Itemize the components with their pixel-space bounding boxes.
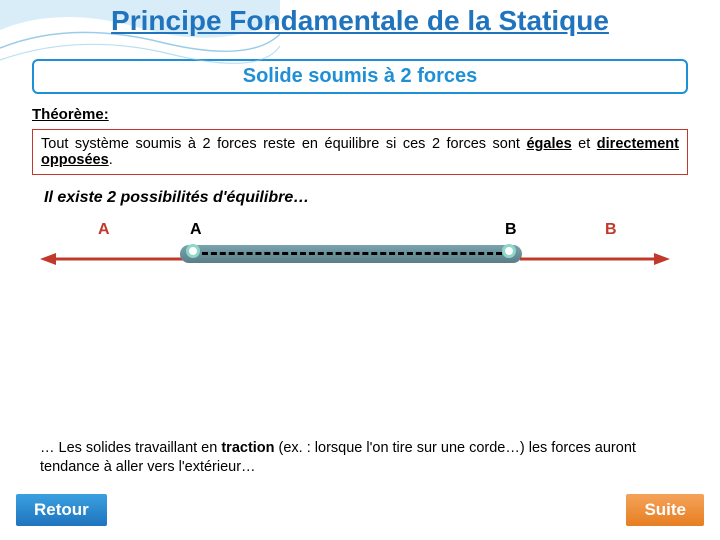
theorem-pre: Tout système soumis à 2 forces reste en … [41, 136, 526, 152]
subtitle-bar: Solide soumis à 2 forces [32, 59, 688, 94]
node-B [502, 244, 516, 258]
theorem-box: Tout système soumis à 2 forces reste en … [32, 129, 688, 175]
label-B-force: B [605, 221, 617, 239]
footnote-pre: … Les solides travaillant en [40, 440, 221, 456]
theorem-post: . [109, 152, 113, 168]
force-diagram: A A B B [40, 215, 680, 305]
axis-dashed-line [202, 252, 502, 255]
theorem-mid: et [572, 136, 597, 152]
next-button[interactable]: Suite [626, 494, 704, 526]
theorem-kw-egales: égales [526, 136, 571, 152]
force-arrow-left [40, 252, 195, 266]
footnote-kw-traction: traction [221, 440, 274, 456]
theorem-label: Théorème: [32, 106, 720, 123]
force-arrow-right [520, 252, 675, 266]
back-button[interactable]: Retour [16, 494, 107, 526]
label-B-point: B [505, 221, 517, 239]
possibilities-text: Il existe 2 possibilités d'équilibre… [44, 189, 720, 207]
footnote-text: … Les solides travaillant en traction (e… [40, 439, 680, 478]
page-title: Principe Fondamentale de la Statique [0, 0, 720, 37]
label-A-point: A [190, 221, 202, 239]
node-A [186, 244, 200, 258]
label-A-force: A [98, 221, 110, 239]
